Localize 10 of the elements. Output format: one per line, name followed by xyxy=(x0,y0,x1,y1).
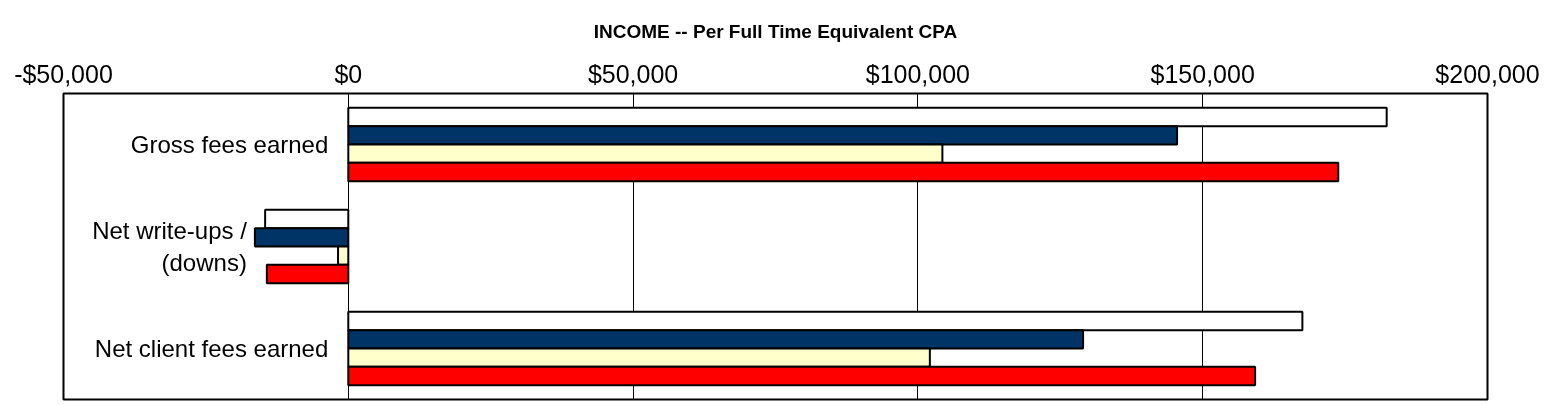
x-tick-label: $200,000 xyxy=(1435,59,1540,88)
y-tick-label: Gross fees earned xyxy=(130,131,329,158)
y-tick-label: Net write-ups / (downs) xyxy=(92,216,248,277)
chart-title: INCOME -- Per Full Time Equivalent CPA xyxy=(593,20,958,42)
x-tick-label: $100,000 xyxy=(865,59,971,88)
x-tick-label: $150,000 xyxy=(1150,59,1255,88)
x-tick-label: $0 xyxy=(334,59,363,88)
y-tick-label: Net client fees earned xyxy=(94,335,329,362)
x-tick-label: $50,000 xyxy=(587,59,679,88)
x-tick-label: -$50,000 xyxy=(14,59,113,88)
